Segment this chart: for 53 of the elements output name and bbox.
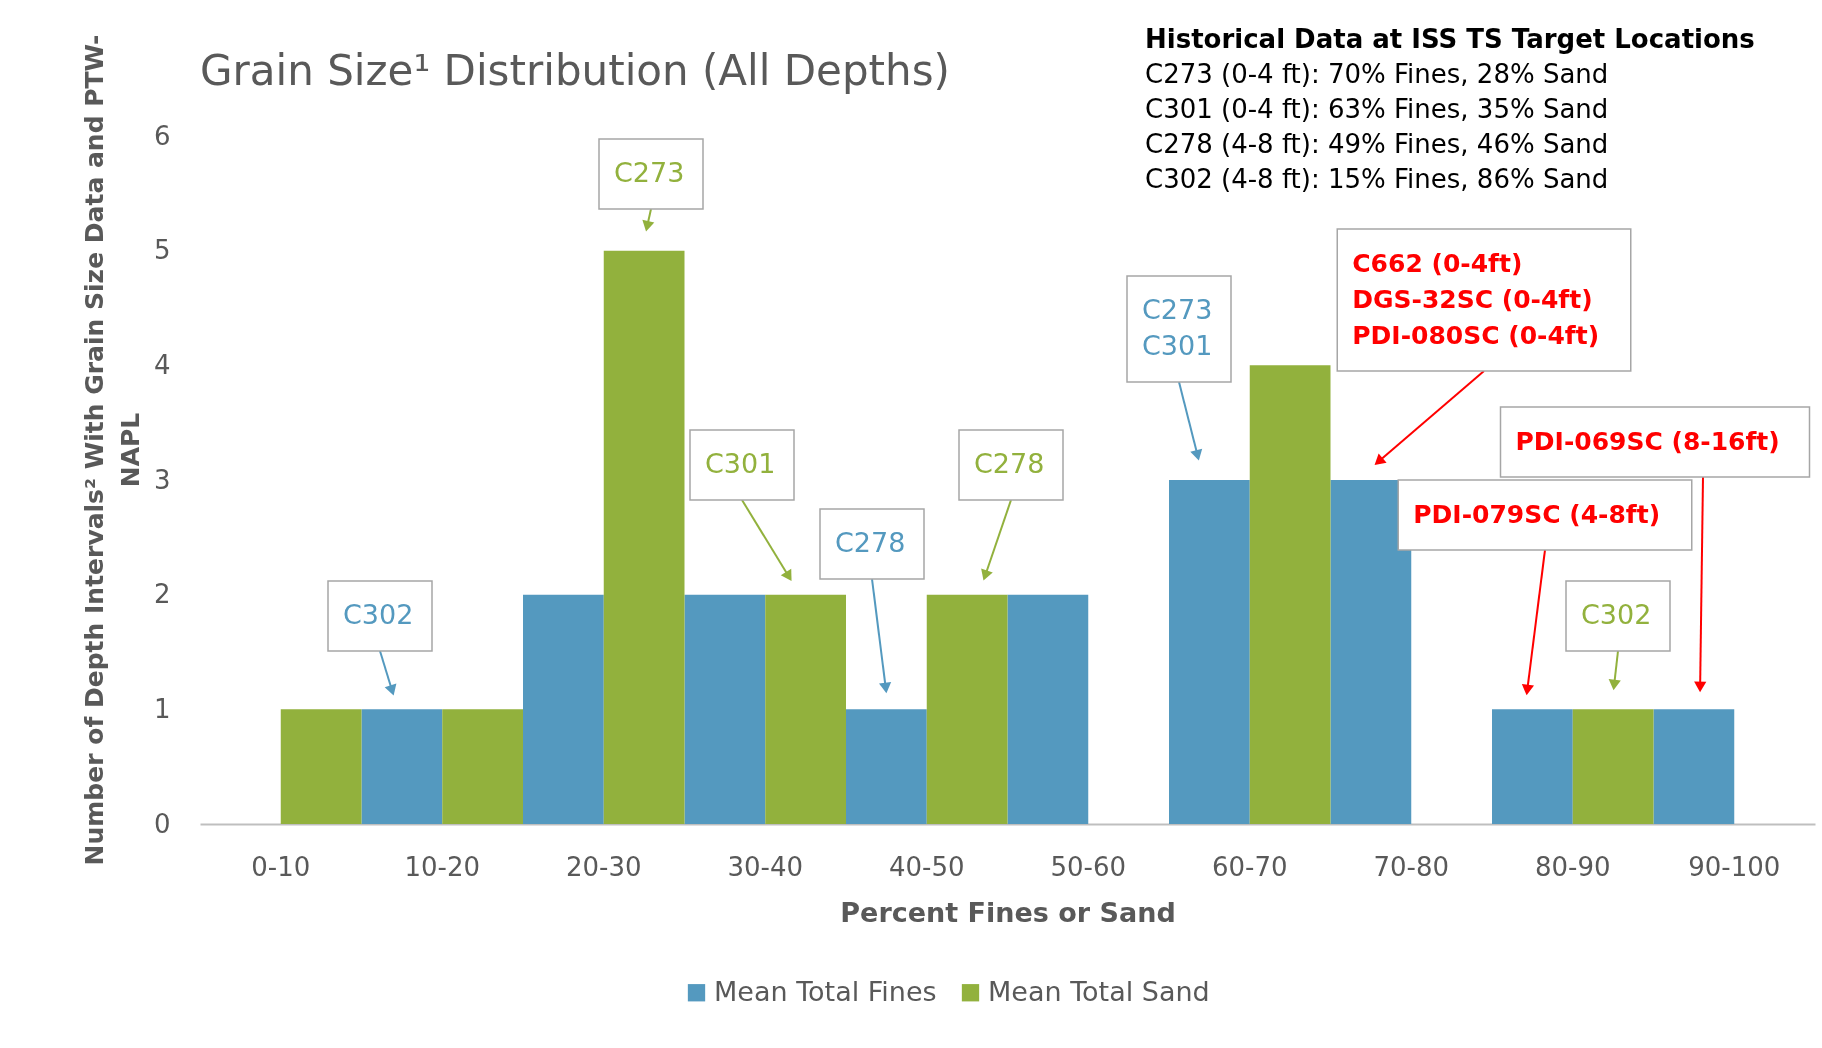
x-tick-label: 0-10 bbox=[251, 851, 311, 882]
annotation: PDI-069SC (8-16ft) bbox=[1515, 427, 1780, 456]
chart-title: Grain Size¹ Distribution (All Depths) bbox=[200, 46, 950, 95]
y-tick-label: 5 bbox=[153, 235, 171, 266]
legend-label: Mean Total Fines bbox=[714, 975, 937, 1007]
annotation: C662 (0-4ft) DGS-32SC (0-4ft) PDI-080SC (0-4ft) bbox=[1352, 249, 1600, 350]
bar bbox=[1492, 709, 1573, 824]
x-tick-label: 30-40 bbox=[727, 851, 804, 882]
y-tick-label: 6 bbox=[153, 120, 171, 151]
x-tick-label: 20-30 bbox=[565, 851, 642, 882]
text: C273 (0-4 ft): 70% Fines, 28% Sand bbox=[1145, 59, 1609, 89]
y-tick-label: 1 bbox=[153, 693, 171, 724]
bar bbox=[765, 594, 846, 824]
legend-label: Mean Total Sand bbox=[988, 975, 1210, 1007]
bar bbox=[603, 250, 685, 824]
annotation: C278 bbox=[974, 448, 1045, 479]
text: Historical Data at ISS TS Target Locations bbox=[1145, 24, 1755, 54]
y-tick-label: 3 bbox=[153, 464, 171, 495]
y-tick-label: 4 bbox=[153, 349, 171, 380]
annotation: C302 bbox=[1581, 599, 1652, 630]
bar bbox=[1572, 709, 1654, 824]
bar bbox=[361, 709, 443, 824]
bar bbox=[926, 594, 1008, 824]
y-tick-label: 2 bbox=[153, 579, 171, 610]
bar bbox=[1653, 709, 1735, 824]
x-tick-label: 50-60 bbox=[1050, 851, 1127, 882]
annotation: C278 (4-8 ft): 49% Fines, 46% Sand bbox=[1145, 129, 1609, 159]
x-tick-label: 80-90 bbox=[1534, 851, 1611, 882]
bar bbox=[1169, 480, 1250, 824]
annotation: C273 bbox=[614, 157, 685, 188]
bar bbox=[846, 709, 927, 824]
annotation: C301 bbox=[705, 448, 776, 479]
bar bbox=[1007, 594, 1089, 824]
annotation: C273 C301 bbox=[1142, 294, 1213, 361]
bar bbox=[684, 594, 766, 824]
x-axis-title: Percent Fines or Sand bbox=[840, 896, 1176, 928]
bar bbox=[442, 709, 523, 824]
bar bbox=[1249, 365, 1331, 824]
bar bbox=[1330, 480, 1412, 824]
annotation: C302 bbox=[343, 599, 414, 630]
y-axis-title: Number of Depth Intervals² With Grain Size Data and PTW-NAPL bbox=[80, 34, 145, 866]
y-tick-label: 0 bbox=[153, 808, 171, 839]
annotation: C278 bbox=[835, 527, 906, 558]
bar bbox=[523, 594, 604, 824]
annotation: C302 (4-8 ft): 15% Fines, 86% Sand bbox=[1145, 164, 1609, 194]
x-tick-label: 90-100 bbox=[1688, 851, 1781, 882]
text: C301 (0-4 ft): 63% Fines, 35% Sand bbox=[1145, 94, 1609, 124]
bar bbox=[280, 709, 362, 824]
annotation: PDI-079SC (4-8ft) bbox=[1413, 500, 1661, 529]
x-tick-label: 70-80 bbox=[1373, 851, 1450, 882]
x-tick-label: 60-70 bbox=[1211, 851, 1288, 882]
x-tick-label: 10-20 bbox=[404, 851, 481, 882]
x-tick-label: 40-50 bbox=[888, 851, 965, 882]
